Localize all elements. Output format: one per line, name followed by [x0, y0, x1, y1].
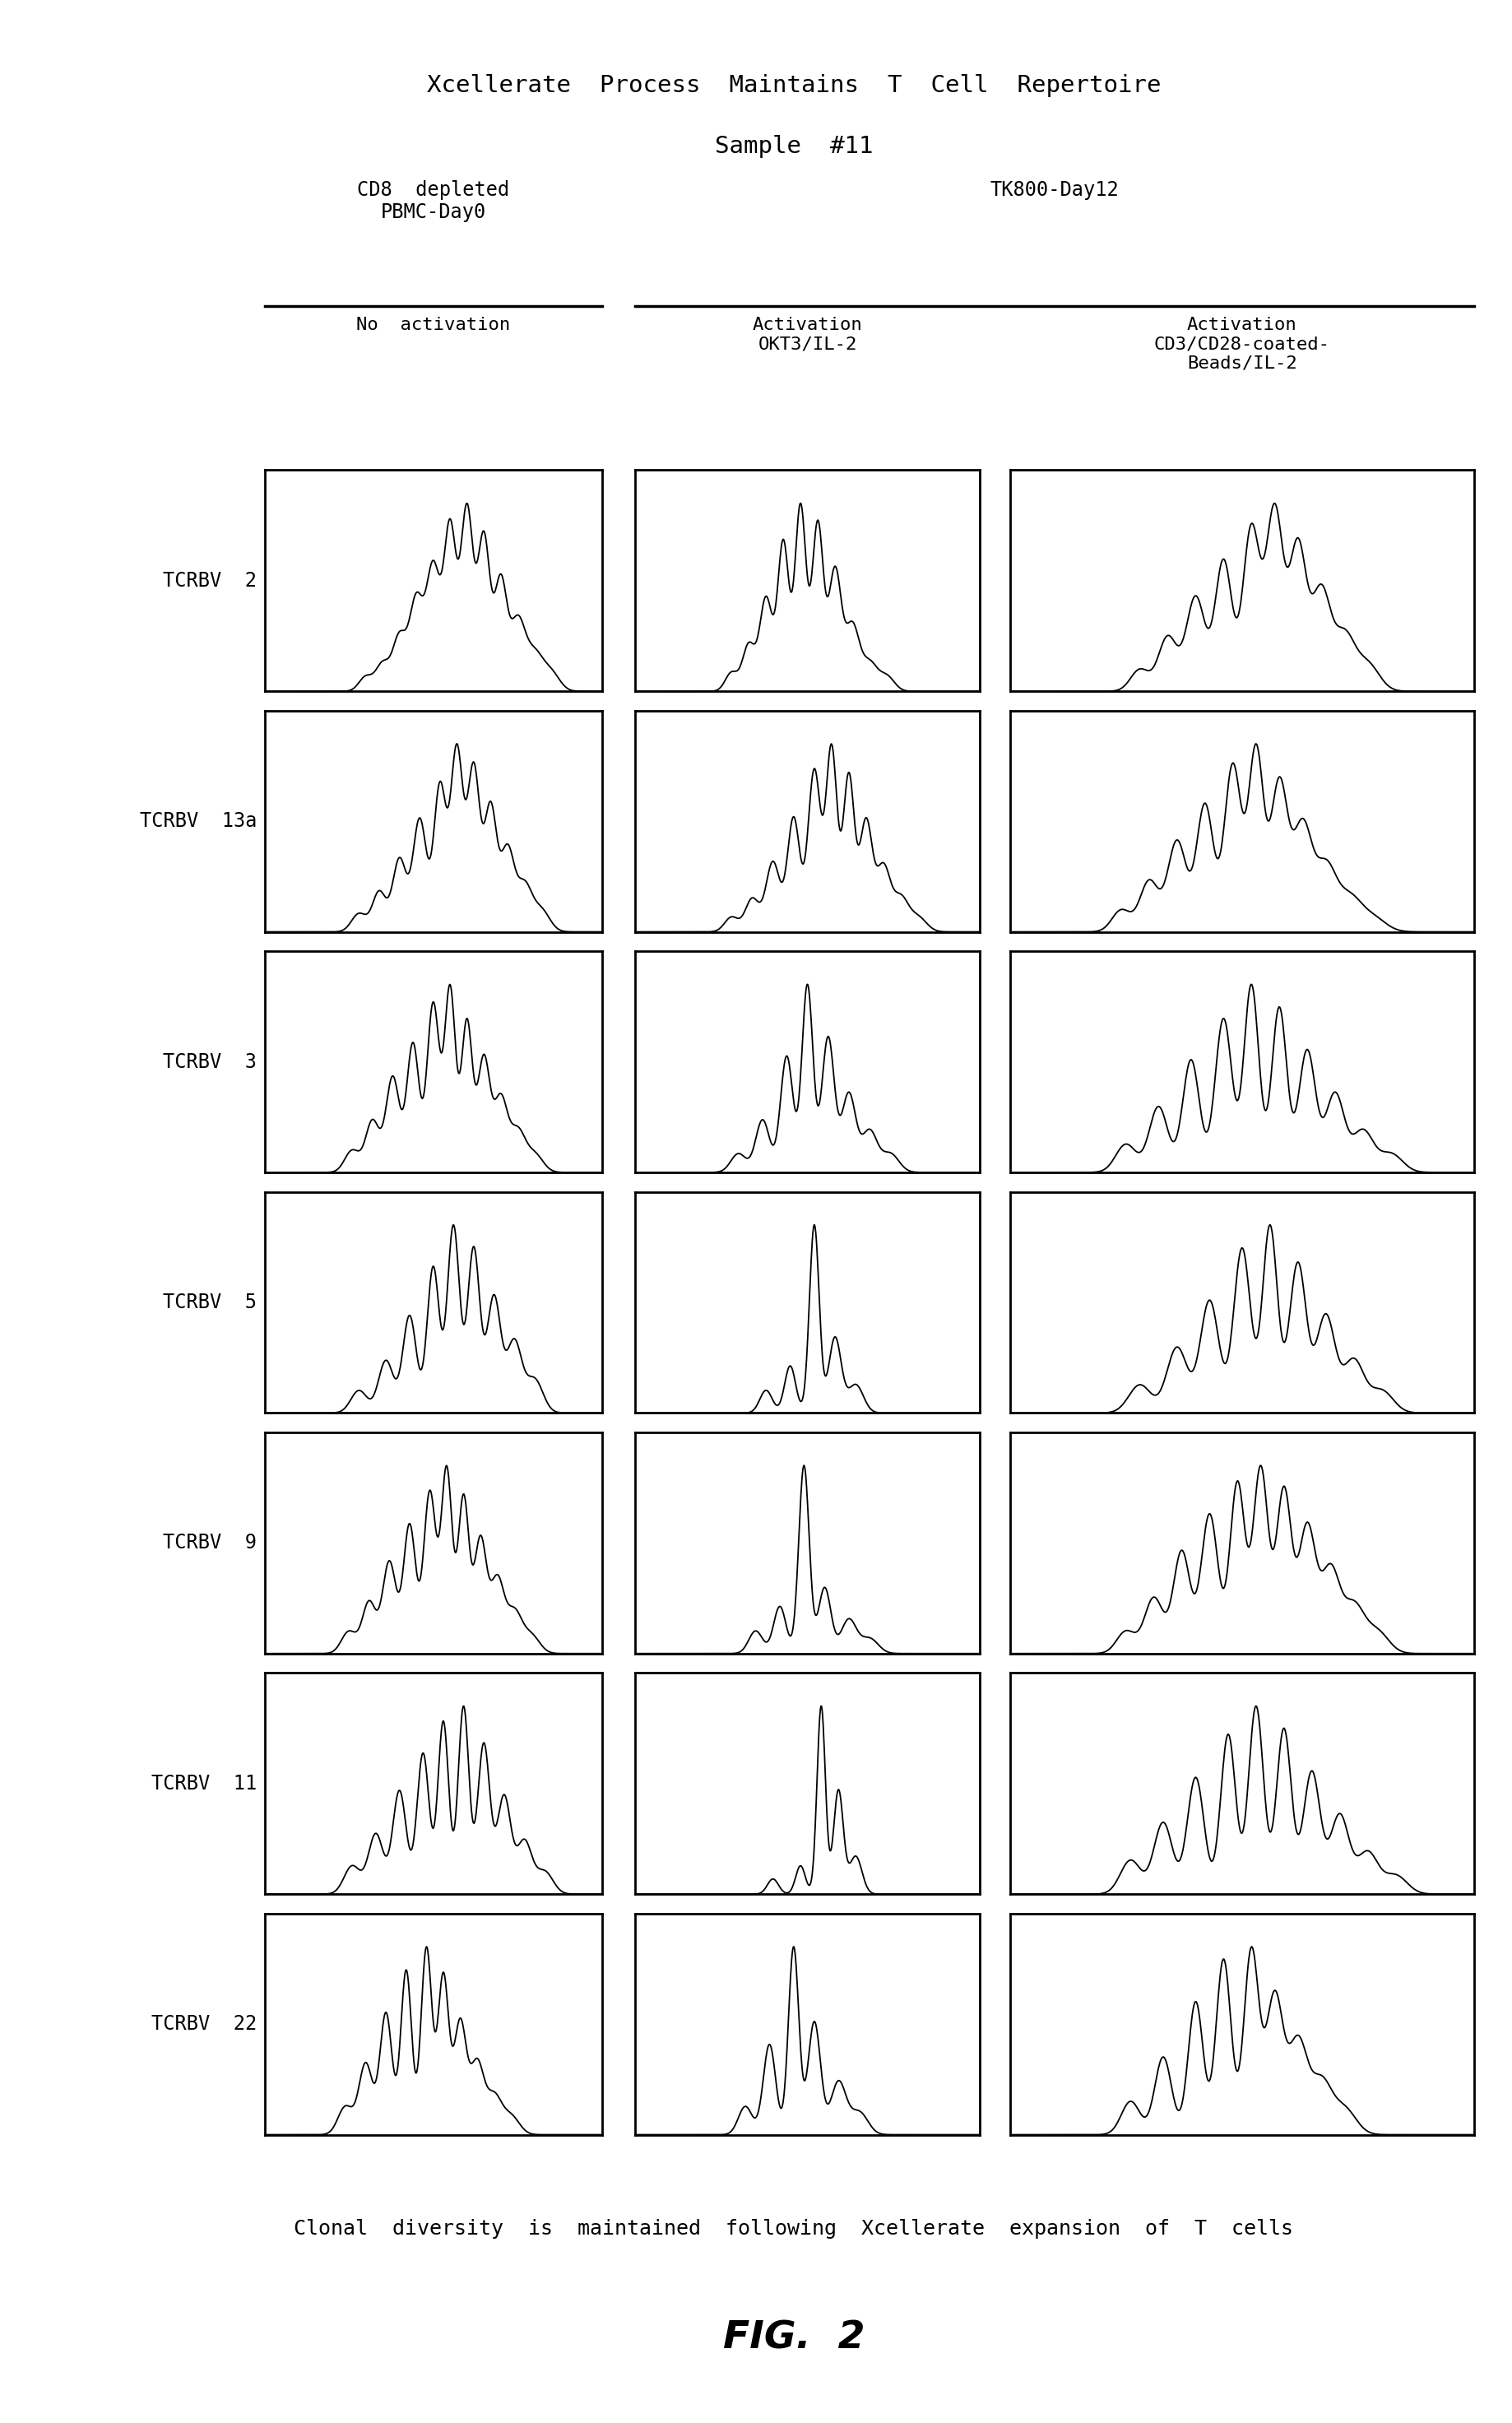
- Text: TCRBV  3: TCRBV 3: [163, 1052, 257, 1071]
- Text: TCRBV  11: TCRBV 11: [151, 1774, 257, 1793]
- Text: TCRBV  5: TCRBV 5: [163, 1291, 257, 1313]
- Text: Activation
CD3/CD28-coated-
Beads/IL-2: Activation CD3/CD28-coated- Beads/IL-2: [1154, 317, 1331, 371]
- Text: TK800-Day12: TK800-Day12: [990, 179, 1119, 199]
- Text: Xcellerate  Process  Maintains  T  Cell  Repertoire: Xcellerate Process Maintains T Cell Repe…: [426, 75, 1161, 97]
- Text: No  activation: No activation: [357, 317, 510, 334]
- Text: TCRBV  2: TCRBV 2: [163, 572, 257, 591]
- Text: Clonal  diversity  is  maintained  following  Xcellerate  expansion  of  T  cell: Clonal diversity is maintained following…: [293, 2219, 1294, 2239]
- Text: TCRBV  13a: TCRBV 13a: [139, 812, 257, 831]
- Text: Sample  #11: Sample #11: [715, 136, 872, 157]
- Text: FIG.  2: FIG. 2: [723, 2319, 865, 2358]
- Text: CD8  depleted
PBMC-Day0: CD8 depleted PBMC-Day0: [357, 179, 510, 223]
- Text: TCRBV  9: TCRBV 9: [163, 1534, 257, 1553]
- Text: TCRBV  22: TCRBV 22: [151, 2014, 257, 2033]
- Text: Activation
OKT3/IL-2: Activation OKT3/IL-2: [753, 317, 862, 351]
